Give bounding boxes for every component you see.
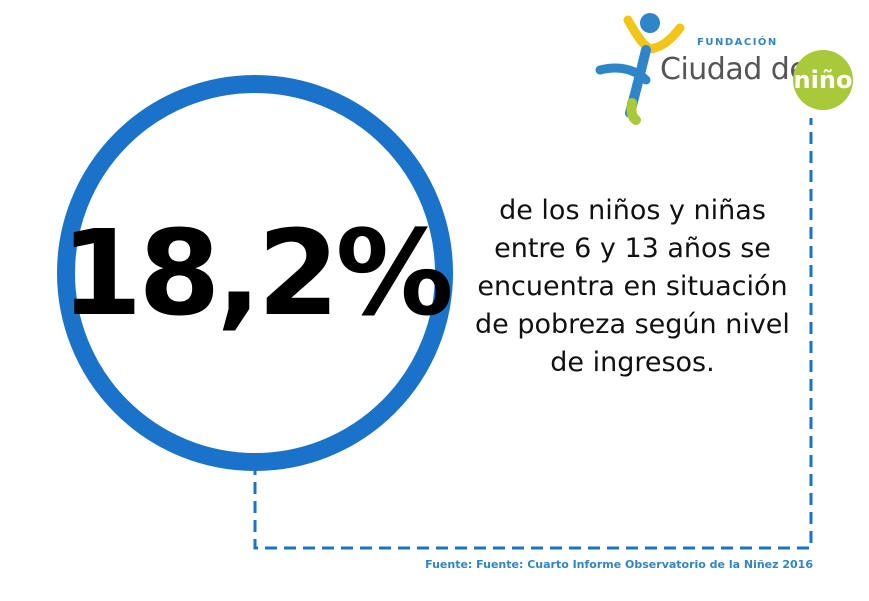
description-line: entre 6 y 13 años se <box>494 233 771 264</box>
logo-badge: niño <box>793 50 853 110</box>
fundacion-logo-figure <box>595 13 685 125</box>
description-line: de pobreza según nivel <box>475 309 790 340</box>
description-line: de los niños y niñas <box>499 195 766 226</box>
logo-badge-text: niño <box>793 66 853 94</box>
logo-main-text: Ciudad del <box>660 52 816 87</box>
description-line: encuentra en situación <box>477 271 788 302</box>
stat-description: de los niños y niñas entre 6 y 13 años s… <box>440 192 825 382</box>
source-note: Fuente: Fuente: Cuarto Informe Observato… <box>425 558 813 571</box>
logo-small-text: FUNDACIÓN <box>697 37 778 48</box>
stat-value: 18,2% <box>60 204 453 342</box>
description-line: de ingresos. <box>550 347 715 378</box>
